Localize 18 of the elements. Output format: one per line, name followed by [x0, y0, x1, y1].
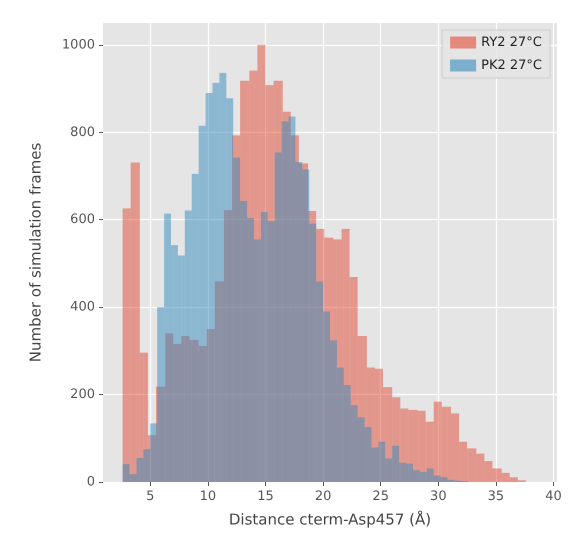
x-tick-label: 15: [257, 489, 274, 504]
y-axis-title: Number of simulation frames: [26, 142, 44, 362]
x-tick-label: 25: [372, 489, 389, 504]
x-tick-label: 5: [146, 489, 154, 504]
x-tick-label: 20: [314, 489, 332, 504]
x-tick-label: 30: [430, 489, 447, 504]
y-tick-label: 400: [70, 300, 95, 315]
y-tick-label: 600: [70, 212, 95, 228]
legend-label: PK2 27°C: [481, 58, 542, 73]
x-tick-label: 40: [545, 489, 562, 504]
legend-label: RY2 27°C: [481, 35, 542, 50]
y-tick-label: 800: [70, 124, 95, 140]
y-tick-label: 0: [86, 474, 95, 490]
x-axis-title: Distance cterm-Asp457 (Å): [228, 510, 432, 528]
y-tick-label: 200: [70, 387, 95, 402]
y-tick-label: 1000: [62, 37, 95, 52]
x-tick-label: 35: [488, 489, 504, 504]
x-tick-label: 10: [200, 489, 216, 504]
